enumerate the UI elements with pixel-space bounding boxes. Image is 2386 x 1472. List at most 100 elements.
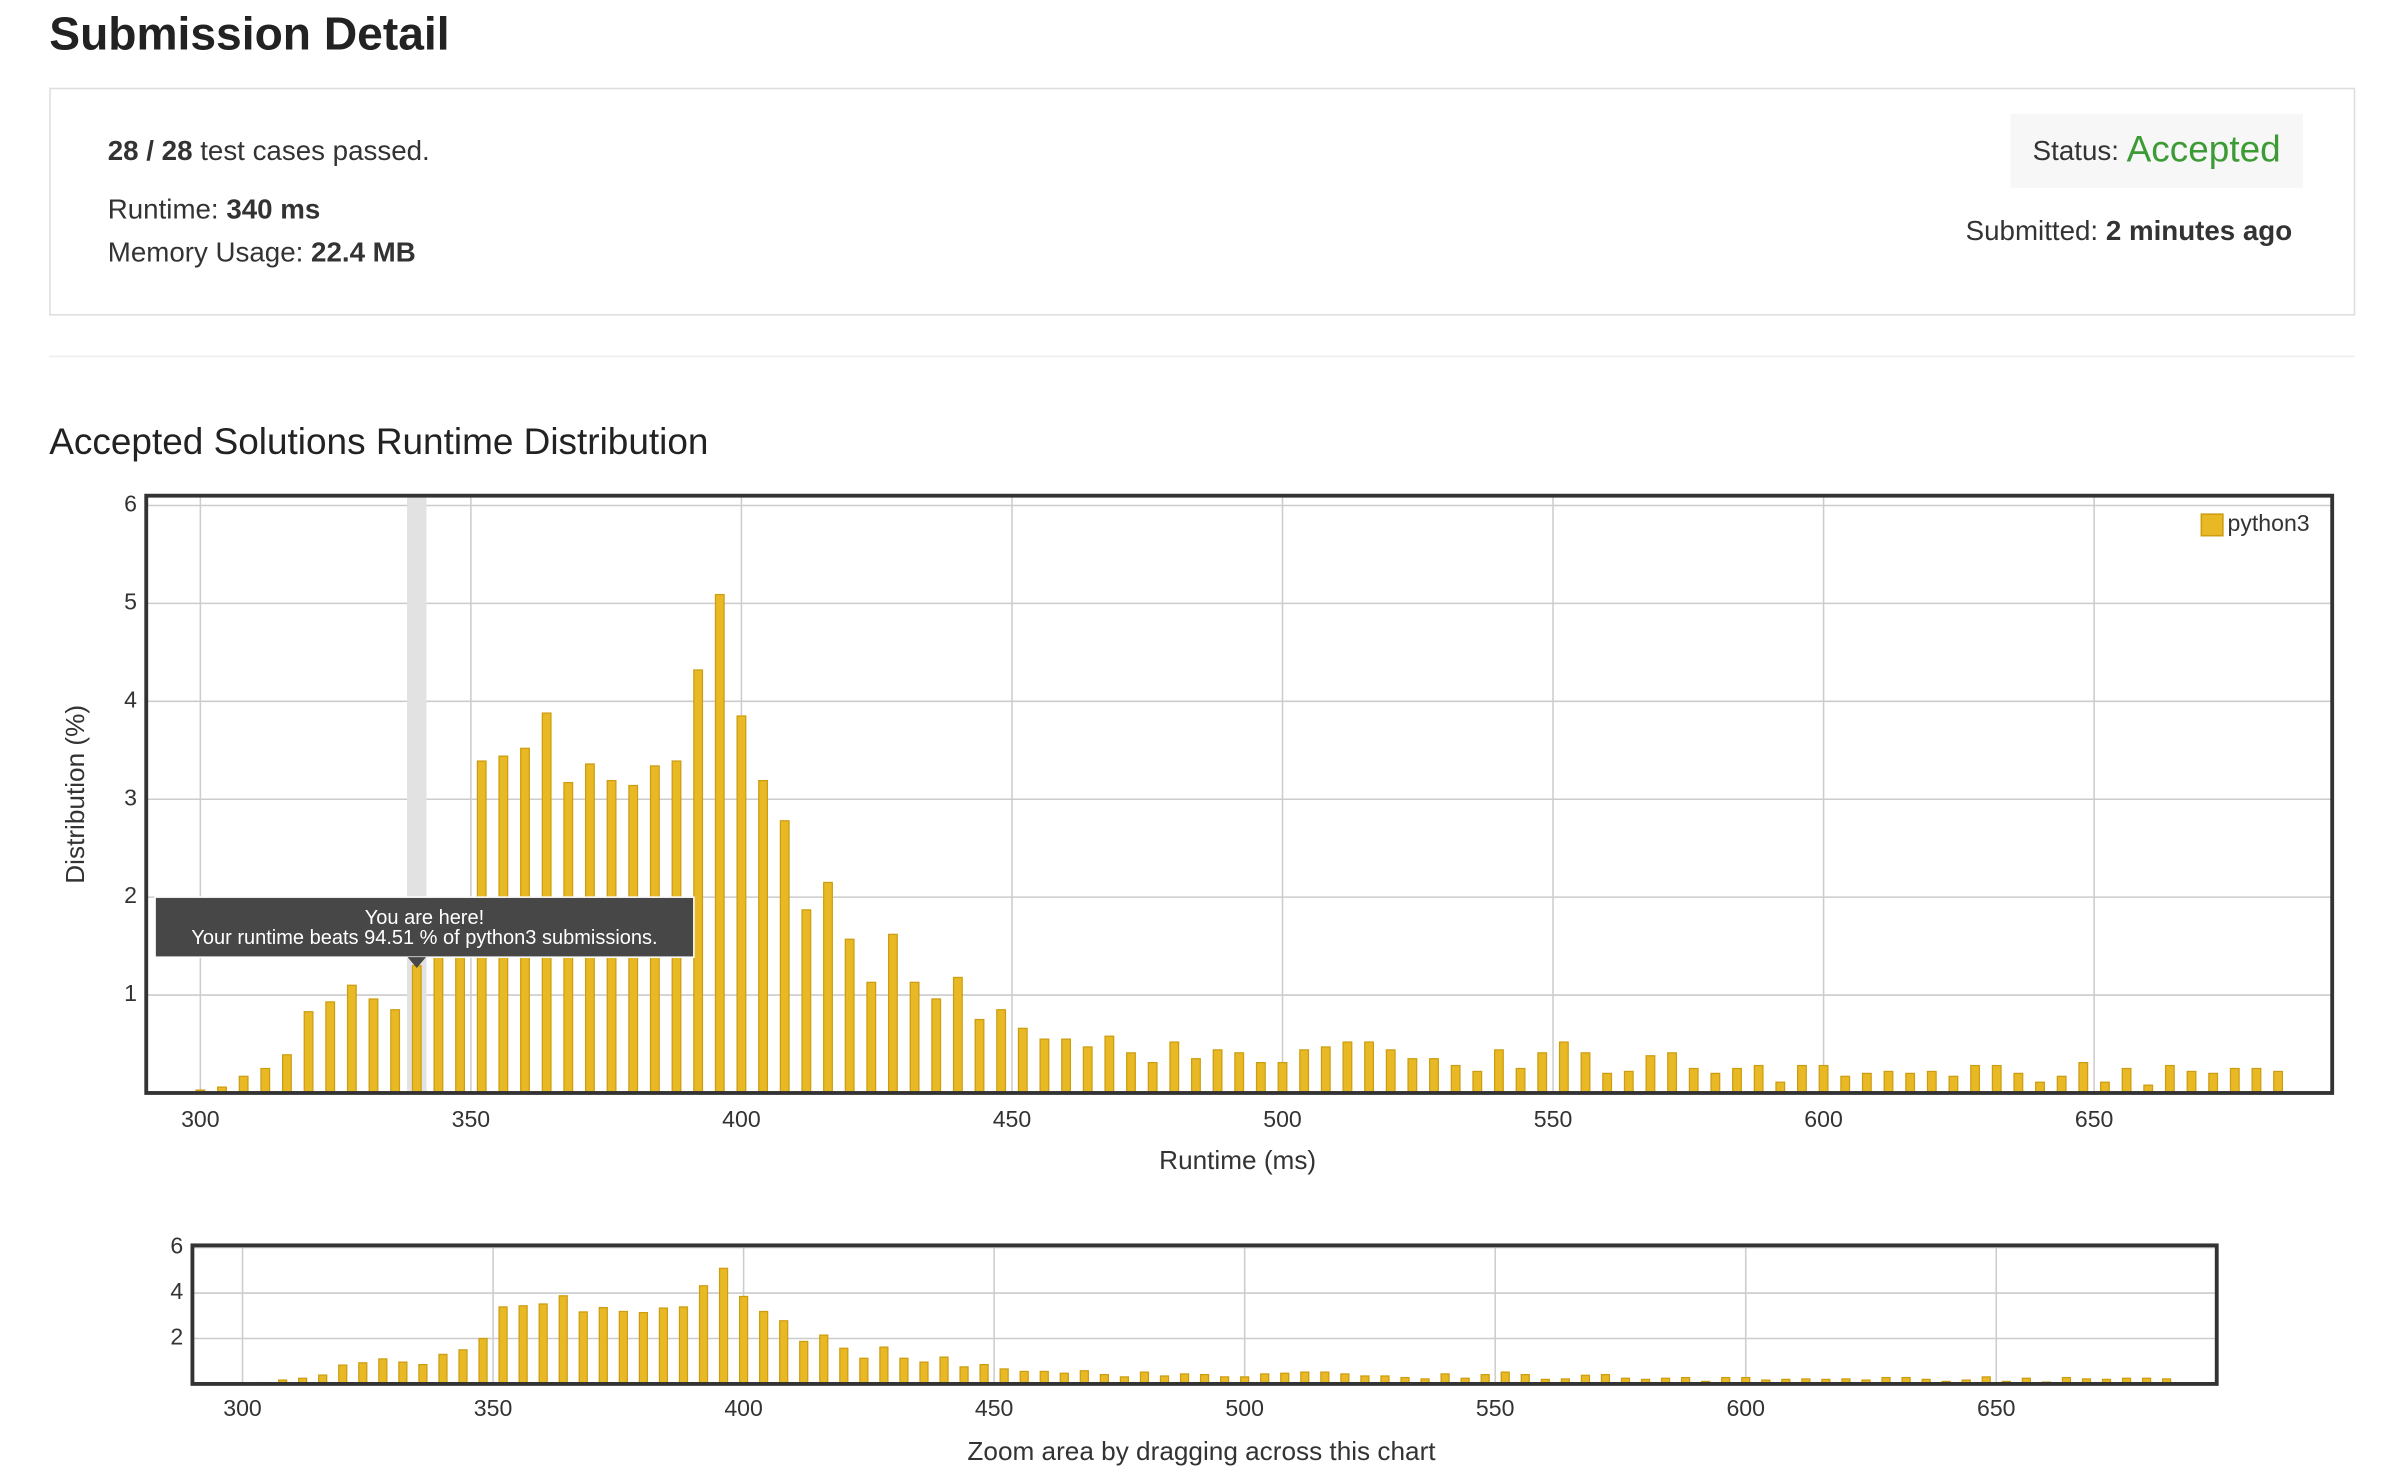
bar [974, 1018, 985, 1094]
bar [758, 780, 769, 1094]
bar [1104, 1035, 1115, 1094]
x-tick-label: 600 [1726, 1395, 1765, 1421]
bar [1212, 1049, 1223, 1094]
bar [2121, 1067, 2132, 1094]
bar [1082, 1046, 1093, 1094]
bar [346, 984, 357, 1094]
bar [411, 965, 422, 1094]
bar [939, 1356, 949, 1385]
runtime: Runtime: 340 ms [108, 194, 321, 226]
bar [518, 1305, 528, 1385]
bar [538, 1303, 548, 1385]
bar [999, 1368, 1009, 1385]
bar [2013, 1072, 2024, 1094]
bar [1364, 1041, 1375, 1094]
runtime-label: Runtime: [107, 193, 219, 225]
bar [2229, 1067, 2240, 1094]
bar [1861, 1072, 1872, 1094]
x-tick-label: 450 [975, 1395, 1014, 1421]
y-tick-label: 4 [170, 1278, 183, 1304]
bar [368, 998, 379, 1094]
bar [759, 1310, 769, 1385]
submitted: Submitted: 2 minutes ago [1966, 216, 2292, 248]
bar [1079, 1370, 1089, 1385]
status-label: Status: [2032, 134, 2119, 166]
tooltip: You are here!Your runtime beats 94.51 % … [154, 896, 695, 968]
bar [2251, 1067, 2262, 1094]
tooltip-text: Your runtime beats 94.51 % of python3 su… [191, 927, 657, 949]
bar [433, 945, 444, 1094]
bar [1753, 1064, 1764, 1094]
passed-count: 28 / 28 [107, 135, 193, 167]
bar [1926, 1070, 1937, 1094]
y-axis-label: Distribution (%) [60, 705, 90, 884]
tooltip-pointer [407, 957, 427, 968]
bar [1126, 1052, 1136, 1094]
bar [658, 1307, 669, 1385]
bar [931, 998, 942, 1094]
x-tick-label: 550 [1534, 1106, 1573, 1132]
bar [325, 1001, 336, 1094]
divider [49, 355, 2356, 358]
bar [1558, 1041, 1569, 1094]
y-tick-label: 3 [124, 784, 137, 810]
status-value[interactable]: Accepted [2126, 129, 2281, 171]
bar [390, 1009, 401, 1094]
y-tick-label: 2 [124, 882, 137, 908]
x-axis-label: Runtime (ms) [1159, 1145, 1316, 1175]
bar [1991, 1064, 2002, 1094]
plot-border [190, 1243, 2219, 1386]
x-tick-label: 650 [1977, 1395, 2016, 1421]
y-tick-label: 6 [170, 1233, 183, 1259]
bar [718, 1267, 729, 1385]
y-tick-label: 1 [124, 980, 137, 1006]
submitted-value: 2 minutes ago [2105, 215, 2293, 247]
bar [1602, 1072, 1613, 1094]
bar [1818, 1064, 1829, 1094]
bar [438, 1353, 448, 1385]
x-tick-label: 350 [452, 1106, 491, 1132]
bar [1732, 1067, 1742, 1094]
bar [866, 981, 877, 1094]
bar [1429, 1058, 1439, 1094]
submitted-label: Submitted: [1965, 215, 2099, 247]
bar [996, 1009, 1007, 1094]
bar [478, 1337, 488, 1385]
x-tick-label: 400 [722, 1106, 761, 1132]
memory: Memory Usage: 22.4 MB [108, 237, 416, 269]
bar [678, 1306, 689, 1385]
bar [1169, 1041, 1180, 1094]
legend-label: python3 [2228, 510, 2310, 536]
x-tick-label: 500 [1263, 1106, 1302, 1132]
bar [819, 1334, 829, 1385]
y-tick-label: 6 [124, 491, 137, 517]
bar [358, 1362, 368, 1385]
bar [738, 1295, 749, 1385]
bar [1667, 1052, 1678, 1094]
tooltip-box [154, 896, 695, 958]
bar [638, 1311, 649, 1385]
x-tick-label: 300 [223, 1395, 262, 1421]
runtime-value: 340 ms [226, 193, 321, 225]
bar [1255, 1062, 1266, 1094]
bar [1234, 1052, 1245, 1094]
passed-text: test cases passed. [200, 135, 430, 167]
bar [260, 1067, 271, 1094]
bar [498, 1306, 508, 1385]
bar [238, 1075, 249, 1094]
x-tick-label: 500 [1225, 1395, 1264, 1421]
plot-border [144, 493, 2335, 1095]
bar [693, 669, 704, 1094]
x-tick-label: 350 [474, 1395, 513, 1421]
bar [952, 976, 963, 1094]
bar [1450, 1064, 1461, 1094]
y-tick-label: 4 [124, 686, 137, 712]
x-tick-label: 450 [993, 1106, 1032, 1132]
summary-box [49, 87, 2356, 316]
y-tick-label: 5 [124, 588, 137, 614]
bar [879, 1346, 889, 1385]
bar [799, 1340, 809, 1385]
x-tick-label: 600 [1804, 1106, 1843, 1132]
memory-value: 22.4 MB [311, 237, 416, 268]
